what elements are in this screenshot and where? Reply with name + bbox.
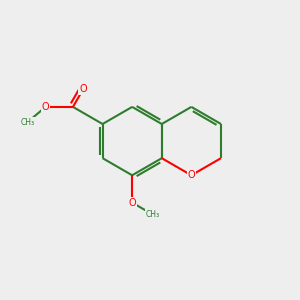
Text: CH₃: CH₃ [20,118,34,127]
Text: CH₃: CH₃ [146,210,160,219]
Text: O: O [128,198,136,208]
Text: O: O [188,170,195,180]
Text: O: O [42,102,50,112]
Text: O: O [80,84,87,94]
